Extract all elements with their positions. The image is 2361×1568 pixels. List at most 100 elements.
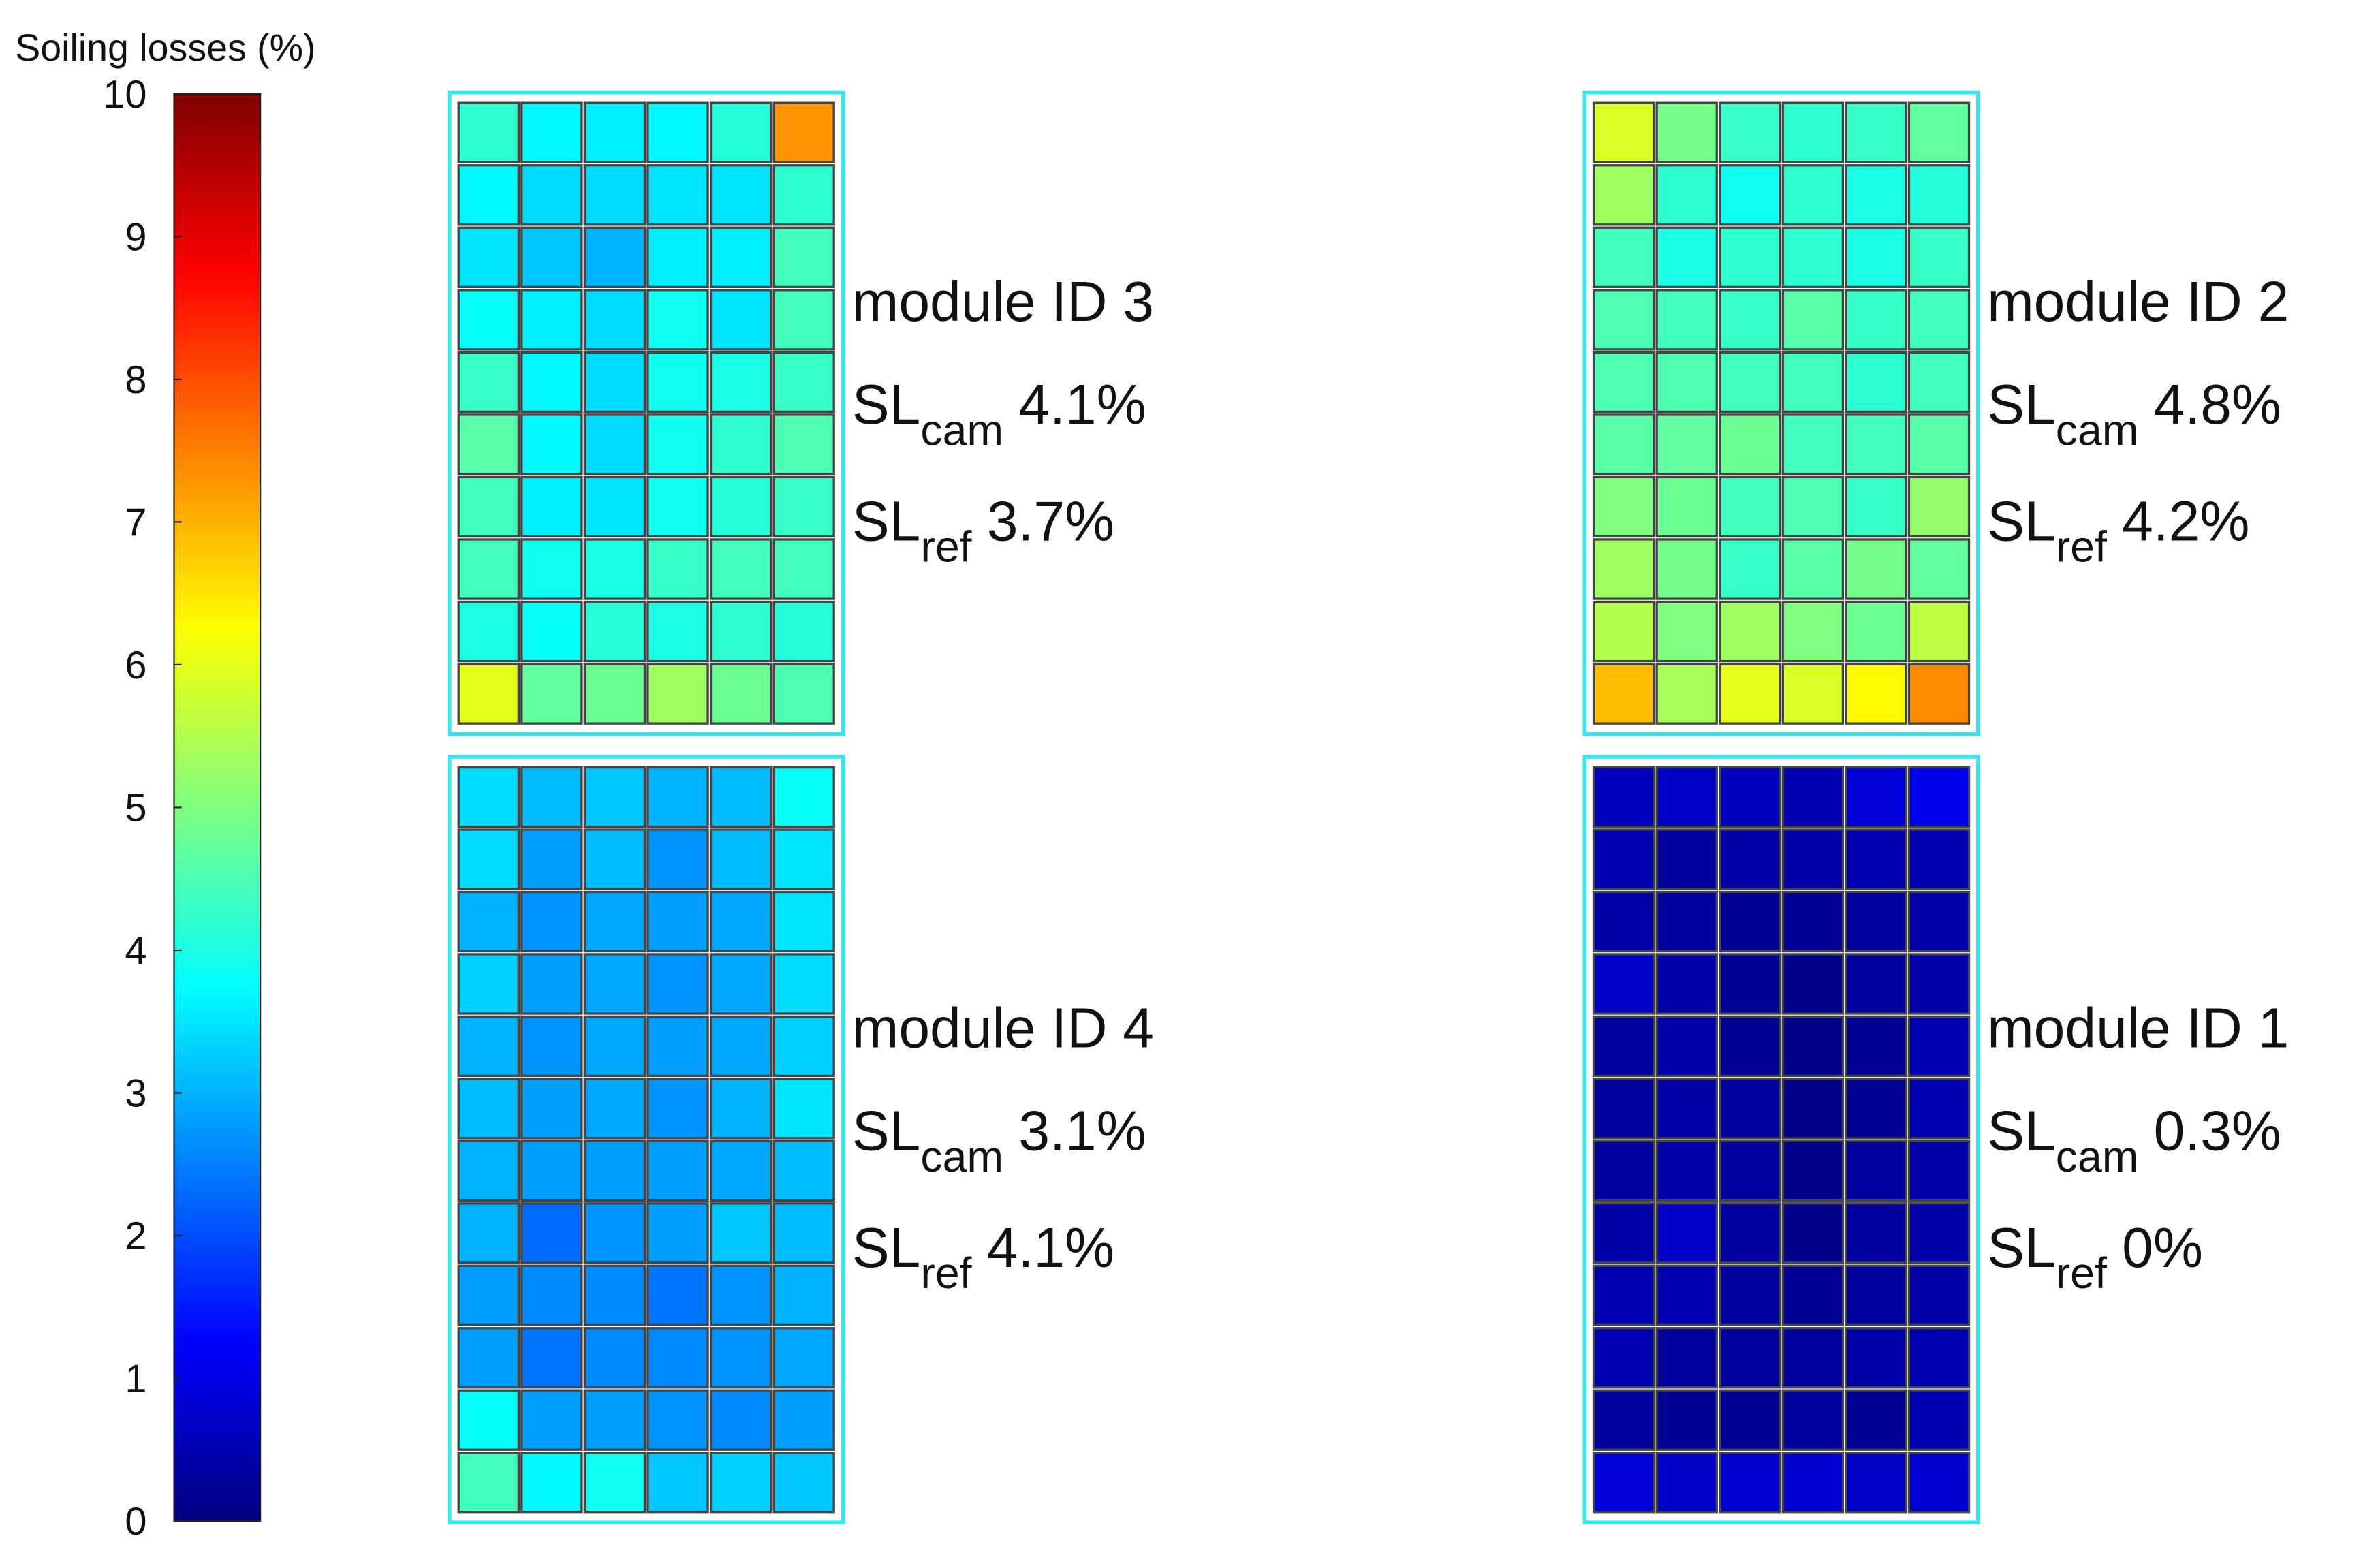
cell — [1655, 1078, 1718, 1140]
cell — [709, 953, 772, 1015]
cell — [646, 1327, 709, 1389]
cell — [1719, 351, 1781, 413]
metric: SLcam 4.1% — [852, 374, 1146, 454]
cell — [1592, 475, 1655, 538]
cell — [1781, 101, 1845, 163]
cell — [457, 1140, 520, 1202]
cell — [1845, 663, 1907, 725]
cell — [772, 766, 835, 828]
metric-subscript: ref — [920, 522, 971, 571]
cell — [583, 1389, 646, 1451]
cell — [1845, 828, 1907, 890]
cell — [457, 1202, 520, 1264]
cell — [646, 600, 709, 663]
cell — [1592, 538, 1655, 600]
cell — [457, 1451, 520, 1514]
cell — [772, 289, 835, 351]
cell — [1592, 1389, 1655, 1451]
cell — [1907, 538, 1971, 600]
cell — [583, 828, 646, 890]
cell — [1655, 1140, 1718, 1202]
cell — [646, 351, 709, 413]
metric-value: 4.1% — [1018, 374, 1146, 436]
metric: SLref 3.7% — [852, 490, 1114, 571]
cell — [520, 663, 583, 725]
cell — [709, 1451, 772, 1514]
colorbar-tick-label: 4 — [125, 929, 146, 973]
cell — [1592, 289, 1655, 351]
cell — [1592, 1451, 1655, 1514]
cell — [709, 475, 772, 538]
cell — [1592, 766, 1655, 828]
cell — [1781, 164, 1845, 226]
cell — [1592, 226, 1655, 289]
cell — [772, 1389, 835, 1451]
cell — [1719, 1015, 1781, 1078]
cell — [457, 475, 520, 538]
metric: SLref 4.1% — [852, 1217, 1114, 1298]
cell — [1781, 226, 1845, 289]
metric: SLcam 3.1% — [852, 1101, 1146, 1181]
cell — [646, 1451, 709, 1514]
cell — [1781, 1202, 1845, 1264]
cell — [457, 1327, 520, 1389]
cell — [772, 890, 835, 953]
cell — [583, 289, 646, 351]
metric-symbol: SL — [1987, 1101, 2056, 1163]
cell — [772, 1202, 835, 1264]
cell — [1907, 1451, 1971, 1514]
cell — [1655, 475, 1718, 538]
cell — [583, 1202, 646, 1264]
cell — [520, 890, 583, 953]
cell — [646, 1078, 709, 1140]
cell — [583, 663, 646, 725]
cell — [1845, 1202, 1907, 1264]
module-title: module ID 4 — [852, 998, 1154, 1060]
cell — [646, 1015, 709, 1078]
cell — [1655, 600, 1718, 663]
cell — [1719, 1078, 1781, 1140]
colorbar-tick-label: 3 — [125, 1071, 146, 1115]
cell — [1655, 1451, 1718, 1514]
metric-subscript: cam — [2056, 1132, 2139, 1181]
metric-subscript: cam — [920, 1132, 1003, 1181]
cell — [709, 1140, 772, 1202]
cell — [772, 164, 835, 226]
cell — [1655, 663, 1718, 725]
cell — [1592, 164, 1655, 226]
cell — [1845, 475, 1907, 538]
cell — [520, 1327, 583, 1389]
cell — [1907, 101, 1971, 163]
cell — [1655, 828, 1718, 890]
cell — [646, 1264, 709, 1326]
cell — [583, 101, 646, 163]
cell — [520, 953, 583, 1015]
cell — [646, 1389, 709, 1451]
cell — [646, 828, 709, 890]
cell — [709, 1264, 772, 1326]
module-frame — [1582, 755, 1980, 1525]
cell — [457, 538, 520, 600]
cell — [583, 164, 646, 226]
cell — [1592, 663, 1655, 725]
cell — [520, 1202, 583, 1264]
metric: SLcam 0.3% — [1987, 1101, 2281, 1181]
metric-value: 3.1% — [1018, 1101, 1146, 1163]
cell — [772, 351, 835, 413]
cell — [1781, 1389, 1845, 1451]
cell — [1907, 766, 1971, 828]
cell — [709, 663, 772, 725]
cell — [1845, 164, 1907, 226]
cell — [583, 600, 646, 663]
metric-subscript: cam — [920, 405, 1003, 454]
cell — [457, 164, 520, 226]
cell — [457, 1078, 520, 1140]
cell — [1655, 1327, 1718, 1389]
cell — [772, 1015, 835, 1078]
cell — [583, 413, 646, 475]
cell — [1655, 101, 1718, 163]
cell — [709, 1078, 772, 1140]
cell — [1845, 1451, 1907, 1514]
cell — [709, 1327, 772, 1389]
